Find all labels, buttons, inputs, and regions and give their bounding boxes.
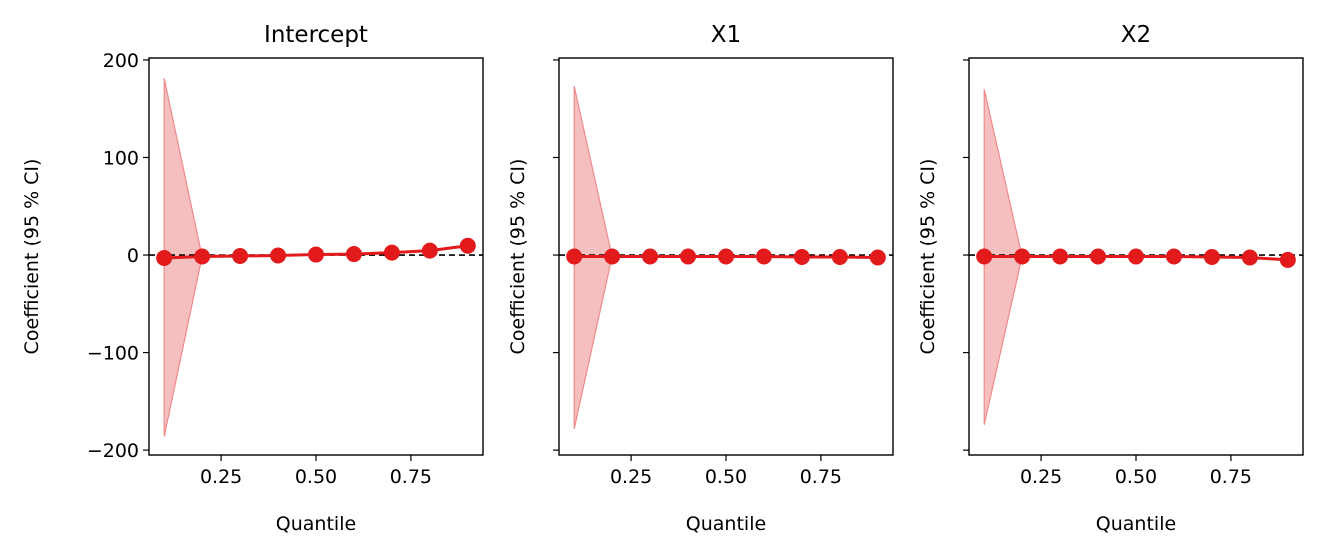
x-tick-label: 0.25	[1020, 466, 1062, 488]
coefficient-point	[680, 248, 697, 265]
x-tick-label: 0.75	[390, 466, 432, 488]
coefficient-point	[831, 248, 848, 265]
coefficient-point	[308, 246, 324, 263]
chart-panel-1: 0.25 0.50 0.75 −200 −100 0 100 200 Intercept Quan…	[21, 22, 484, 535]
x-tick-label: 0.25	[610, 466, 652, 488]
y-axis-label: Coefficient (95 % CI)	[917, 159, 939, 355]
coefficient-point	[1279, 251, 1296, 268]
x-tick-label: 0.50	[705, 466, 747, 488]
panel-title: X1	[711, 22, 741, 48]
coefficient-point	[718, 248, 734, 265]
x-axis-label: Quantile	[686, 513, 766, 535]
x-tick-label: 0.75	[1210, 466, 1252, 488]
panel-title: X2	[1121, 22, 1151, 48]
chart-panel-3: 0.25 0.50 0.75 X2 Quantile Coefficient (95 % …	[917, 22, 1304, 535]
coefficient-point	[1165, 248, 1182, 265]
coefficient-point	[1241, 249, 1258, 266]
coefficient-point	[1203, 248, 1220, 265]
x-tick-label: 0.75	[800, 466, 842, 488]
coefficient-point	[459, 237, 476, 254]
y-tick-label: −100	[87, 343, 139, 365]
coefficient-point	[270, 247, 287, 264]
coefficient-point	[976, 248, 993, 265]
coefficient-point	[1090, 248, 1107, 265]
coefficient-point	[755, 248, 772, 265]
x-axis-label: Quantile	[276, 513, 356, 535]
coefficient-point	[194, 248, 211, 265]
coefficient-point	[232, 248, 249, 265]
coefficient-point	[1014, 248, 1031, 265]
panel-title: Intercept	[264, 22, 368, 48]
y-tick-label: 0	[127, 245, 139, 267]
y-axis-label: Coefficient (95 % CI)	[507, 159, 529, 355]
coefficient-point	[642, 248, 659, 265]
coefficient-point	[1128, 248, 1144, 265]
y-tick-label: 100	[103, 147, 139, 169]
coefficient-point	[1052, 248, 1069, 265]
x-tick-label: 0.50	[295, 466, 337, 488]
x-tick-label: 0.50	[1115, 466, 1157, 488]
coefficient-point	[421, 242, 438, 259]
y-tick-label: 200	[103, 50, 139, 72]
x-tick-label: 0.25	[200, 466, 242, 488]
y-axis-label: Coefficient (95 % CI)	[21, 159, 43, 355]
coefficient-point	[604, 248, 621, 265]
chart-panel-2: 0.25 0.50 0.75 X1 Quantile Coefficient (95 % …	[507, 22, 894, 535]
coefficient-point	[566, 248, 583, 265]
coefficient-point	[383, 244, 400, 261]
coefficient-point	[156, 249, 173, 266]
coefficient-point	[793, 248, 810, 265]
x-axis-label: Quantile	[1096, 513, 1176, 535]
coefficient-point	[345, 246, 362, 263]
coefficient-point	[869, 249, 886, 266]
y-tick-label: −200	[87, 440, 139, 462]
